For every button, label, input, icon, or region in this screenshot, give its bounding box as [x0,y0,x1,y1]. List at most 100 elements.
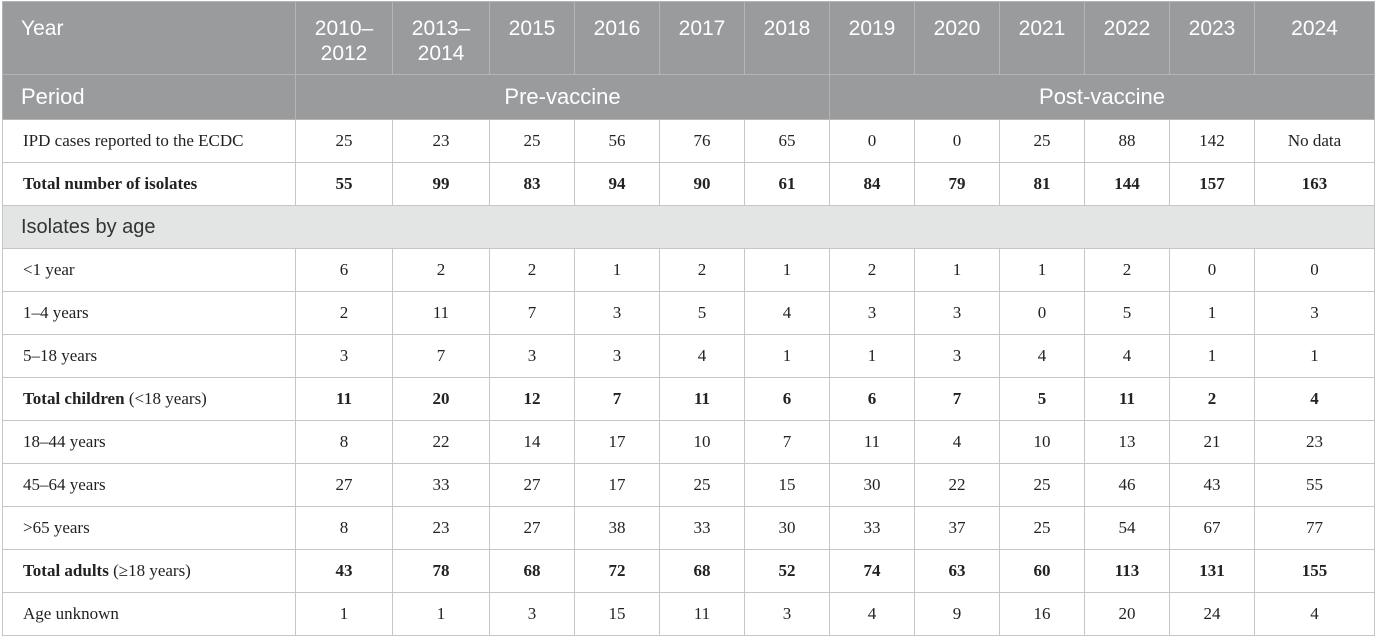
table-cell: 11 [659,592,745,636]
table-cell: 4 [659,334,745,378]
table-cell: 163 [1254,162,1375,206]
table-cell: 94 [574,162,660,206]
table-cell: 12 [489,377,575,421]
table-cell: 43 [295,549,393,593]
table-cell: 33 [829,506,915,550]
table-cell: 23 [1254,420,1375,464]
table-cell: 21 [1169,420,1255,464]
table-row: >65 years 8 23 27 38 33 30 33 37 25 54 67 77 [2,506,1375,550]
table-cell: 7 [744,420,830,464]
table-cell: 11 [392,291,490,335]
table-cell: 63 [914,549,1000,593]
row-label-text: >65 years [23,518,90,537]
table-row: Total number of isolates 55 99 83 94 90 61 84 79… [2,162,1375,206]
table-cell: 2 [659,248,745,292]
table-cell: 37 [914,506,1000,550]
table-row: <1 year 6 2 2 1 2 1 2 1 1 2 0 0 [2,248,1375,292]
table-cell: 56 [574,119,660,163]
table-cell: 11 [1084,377,1170,421]
table-cell: 11 [829,420,915,464]
table-cell: 55 [295,162,393,206]
table-cell: 4 [1084,334,1170,378]
table-cell: 4 [999,334,1085,378]
year-header-cell: 2020 [914,1,1000,75]
year-header-cell: 2019 [829,1,915,75]
table-cell: 2 [1169,377,1255,421]
year-header-cell: 2024 [1254,1,1375,75]
table-cell: 4 [1254,377,1375,421]
year-header-cell: 2023 [1169,1,1255,75]
table-cell: 33 [392,463,490,507]
row-label: 45–64 years [2,463,296,507]
table-cell: 74 [829,549,915,593]
table-cell: 24 [1169,592,1255,636]
table-cell: 11 [295,377,393,421]
section-row-isolates-by-age: Isolates by age [2,205,1375,249]
year-header-cell: 2010– 2012 [295,1,393,75]
table-cell: 23 [392,119,490,163]
table-cell: 15 [744,463,830,507]
year-header-cell: 2018 [744,1,830,75]
table-cell: 2 [392,248,490,292]
table-cell: 20 [1084,592,1170,636]
row-label-text: Age unknown [23,604,119,623]
table-cell: 157 [1169,162,1255,206]
table-cell: 54 [1084,506,1170,550]
row-label: <1 year [2,248,296,292]
table-cell: 10 [659,420,745,464]
table-cell: 68 [659,549,745,593]
table-row: 5–18 years 3 7 3 3 4 1 1 3 4 4 1 1 [2,334,1375,378]
table-cell: 99 [392,162,490,206]
table-cell: 7 [574,377,660,421]
table-cell: 27 [489,463,575,507]
table-cell: 68 [489,549,575,593]
table-cell: 60 [999,549,1085,593]
table-cell: 3 [574,291,660,335]
table-cell: 6 [744,377,830,421]
table-cell: 25 [295,119,393,163]
table-cell: 5 [1084,291,1170,335]
table-cell: 17 [574,463,660,507]
year-header-row: Year 2010– 2012 2013– 2014 2015 2016 2017 … [2,1,1375,75]
table-cell: 61 [744,162,830,206]
row-label: >65 years [2,506,296,550]
table-cell: 1 [744,334,830,378]
table-cell: 79 [914,162,1000,206]
table-cell: 16 [999,592,1085,636]
table-cell: 6 [829,377,915,421]
table-cell: 38 [574,506,660,550]
table-cell: 25 [659,463,745,507]
table-row: Total children (<18 years) 11 20 12 7 11 6 6 7 5 1… [2,377,1375,421]
table-cell: 27 [489,506,575,550]
table-cell: 3 [744,592,830,636]
table-cell: 33 [659,506,745,550]
row-label: 18–44 years [2,420,296,464]
table-cell: 3 [914,334,1000,378]
table-cell: 0 [1254,248,1375,292]
table-cell: 43 [1169,463,1255,507]
table-cell: 144 [1084,162,1170,206]
row-label: IPD cases reported to the ECDC [2,119,296,163]
table-cell: 4 [914,420,1000,464]
table-cell: 3 [574,334,660,378]
table-cell: 25 [999,463,1085,507]
table-cell: 1 [1169,291,1255,335]
row-label-text: Total children [23,389,125,408]
table-cell: 131 [1169,549,1255,593]
table-cell: 3 [489,592,575,636]
row-label-text: 45–64 years [23,475,106,494]
row-label-text: 5–18 years [23,346,98,365]
table-cell: 30 [744,506,830,550]
table-cell: 2 [1084,248,1170,292]
table-cell: No data [1254,119,1375,163]
table-cell: 46 [1084,463,1170,507]
table-cell: 4 [744,291,830,335]
table-cell: 1 [744,248,830,292]
table-cell: 1 [574,248,660,292]
table-cell: 142 [1169,119,1255,163]
table-cell: 0 [1169,248,1255,292]
period-header-row: Period Pre-vaccine Post-vaccine [2,74,1375,120]
section-label: Isolates by age [2,205,1375,249]
table-cell: 1 [1254,334,1375,378]
table-cell: 20 [392,377,490,421]
